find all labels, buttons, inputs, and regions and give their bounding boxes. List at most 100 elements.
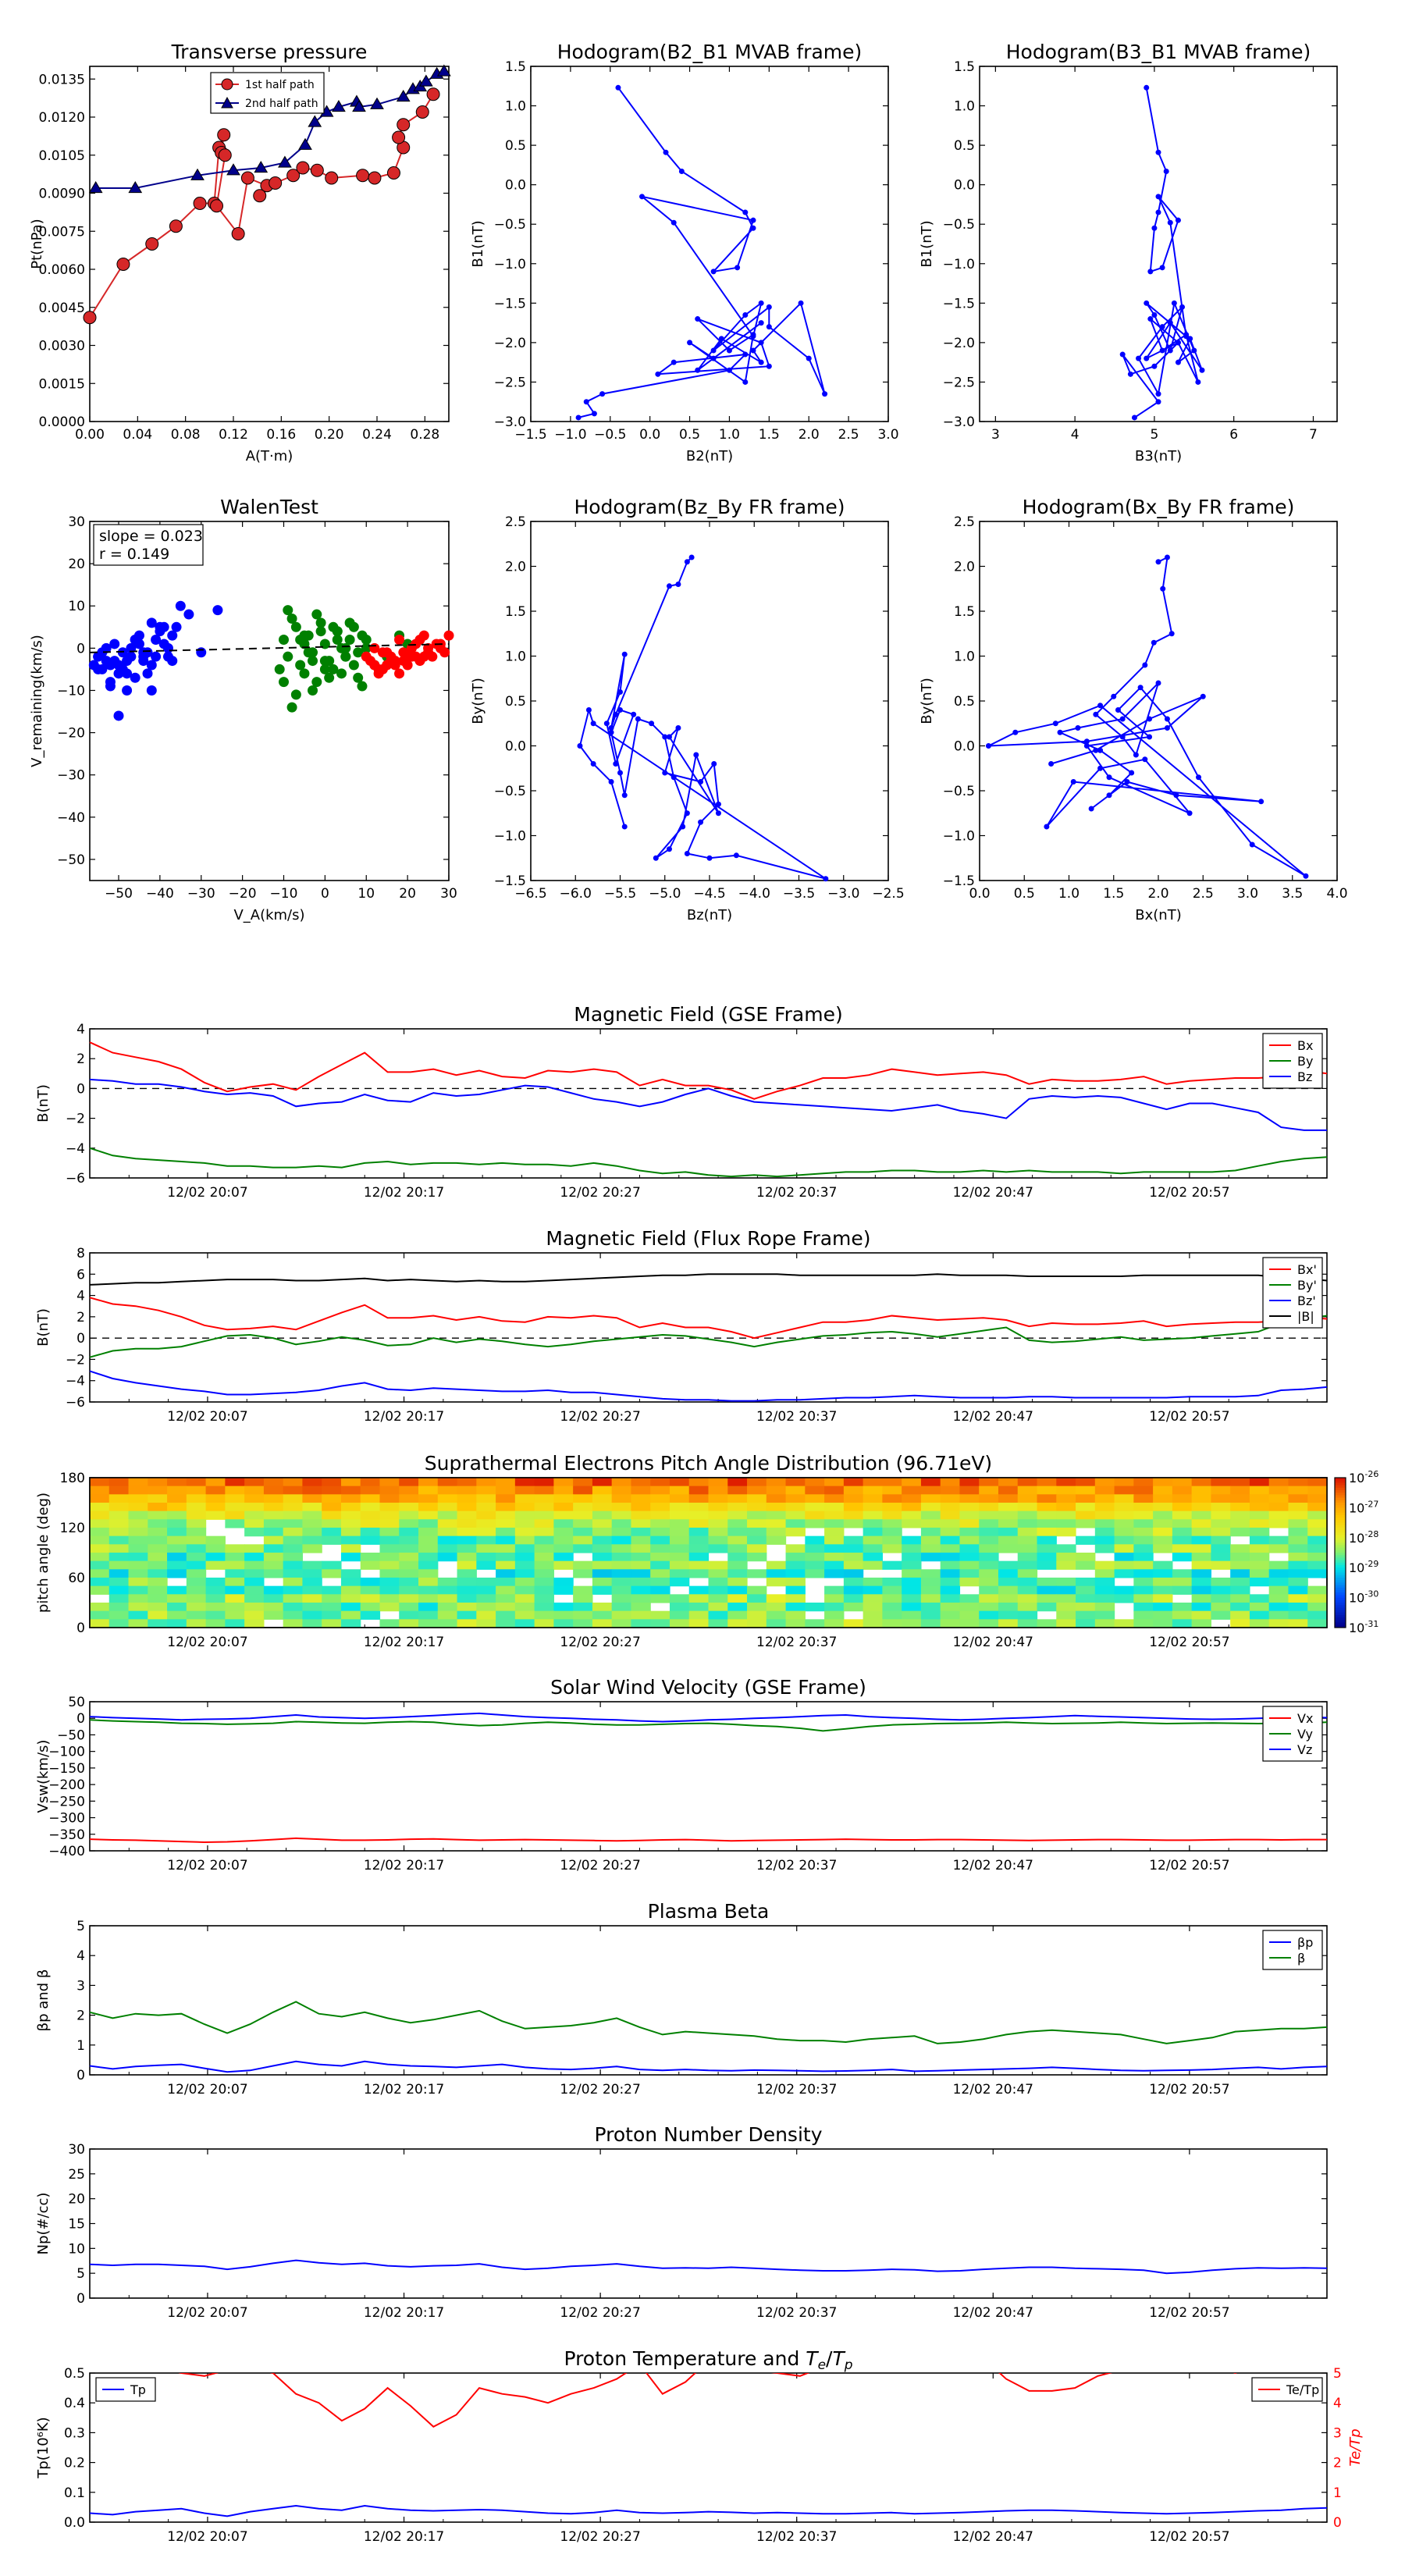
heatmap-cell xyxy=(225,1603,245,1612)
heatmap-cell xyxy=(399,1560,419,1570)
heatmap-cell xyxy=(1153,1585,1173,1595)
colorbar-cell xyxy=(1335,1542,1346,1546)
colorbar-cell xyxy=(1335,1578,1346,1581)
data-point xyxy=(1168,631,1175,637)
heatmap-cell xyxy=(863,1478,883,1487)
data-point xyxy=(823,876,829,882)
data-point xyxy=(1191,347,1197,354)
heatmap-cell xyxy=(805,1544,825,1553)
heatmap-cell xyxy=(244,1569,265,1578)
heatmap-cell xyxy=(592,1619,613,1628)
data-point xyxy=(299,668,310,679)
heatmap-cell xyxy=(340,1578,361,1587)
heatmap-cell xyxy=(1249,1619,1270,1628)
heatmap-cell xyxy=(108,1503,130,1512)
heatmap-cell xyxy=(457,1553,477,1562)
heatmap-cell xyxy=(148,1553,168,1562)
data-point xyxy=(1052,720,1058,727)
data-point xyxy=(226,163,240,176)
heatmap-cell xyxy=(650,1528,670,1537)
heatmap-cell xyxy=(785,1560,806,1570)
heatmap-cell xyxy=(669,1553,690,1562)
y-tick-label: 0.3 xyxy=(64,2425,85,2441)
data-point xyxy=(1173,792,1179,799)
heatmap-cell xyxy=(244,1603,265,1612)
heatmap-cell xyxy=(863,1619,883,1628)
heatmap-cell xyxy=(437,1494,458,1503)
heatmap-cell xyxy=(631,1578,651,1587)
heatmap-cell xyxy=(379,1494,400,1503)
heatmap-cell xyxy=(747,1585,767,1595)
heatmap-cell xyxy=(1249,1569,1270,1578)
heatmap-cell xyxy=(496,1485,516,1495)
heatmap-cell xyxy=(611,1519,632,1528)
heatmap-cell xyxy=(1037,1494,1057,1503)
heatmap-cell xyxy=(573,1594,593,1603)
heatmap-cell xyxy=(1133,1603,1154,1612)
x-tick-label: 12/02 20:37 xyxy=(756,2305,837,2321)
heatmap-cell xyxy=(418,1535,439,1545)
heatmap-cell xyxy=(920,1544,941,1553)
plot-area xyxy=(89,2148,1328,2299)
y-tick-label: 0 xyxy=(76,1621,85,1636)
heatmap-cell xyxy=(592,1560,613,1570)
heatmap-cell xyxy=(1268,1603,1289,1612)
heatmap-cell xyxy=(998,1485,1019,1495)
plot-area xyxy=(89,1925,1328,2076)
heatmap-cell xyxy=(186,1528,207,1537)
y-tick-label: 0.0075 xyxy=(39,224,85,240)
heatmap-cell xyxy=(1094,1560,1115,1570)
heatmap-cell xyxy=(631,1619,651,1628)
heatmap-cell xyxy=(669,1503,690,1512)
heatmap-cell xyxy=(785,1478,806,1487)
heatmap-cell xyxy=(669,1560,690,1570)
y-tick-label: 50 xyxy=(68,1695,85,1710)
heatmap-cell xyxy=(399,1535,419,1545)
heatmap-cell xyxy=(920,1585,941,1595)
heatmap-cell xyxy=(1056,1553,1076,1562)
heatmap-cell xyxy=(785,1553,806,1562)
heatmap-cell xyxy=(1288,1494,1308,1503)
heatmap-cell xyxy=(1307,1494,1328,1503)
heatmap-cell xyxy=(1056,1594,1076,1603)
heatmap-cell xyxy=(476,1494,496,1503)
heatmap-cell xyxy=(496,1544,516,1553)
heatmap-cell xyxy=(882,1485,902,1495)
data-point xyxy=(218,148,232,162)
heatmap-cell xyxy=(959,1535,980,1545)
heatmap-cell xyxy=(708,1569,728,1578)
x-tick-label: −30 xyxy=(187,886,215,902)
heatmap-cell xyxy=(514,1510,535,1520)
data-point xyxy=(290,689,301,700)
legend-marker xyxy=(221,96,233,109)
heatmap-cell xyxy=(108,1585,130,1595)
heatmap-cell xyxy=(1017,1478,1038,1487)
data-point xyxy=(1133,752,1139,758)
chart-hodo_bzby: Hodogram(Bz_By FR frame)−1.5−1.0−0.50.00… xyxy=(470,496,905,923)
y-tick-label: −150 xyxy=(48,1761,85,1777)
heatmap-cell xyxy=(167,1485,187,1495)
colorbar-cell xyxy=(1335,1620,1346,1624)
heatmap-cell xyxy=(824,1603,845,1612)
heatmap-cell xyxy=(631,1503,651,1512)
heatmap-cell xyxy=(90,1603,110,1612)
heatmap-cell xyxy=(766,1510,787,1520)
data-point xyxy=(693,752,699,758)
data-point xyxy=(171,621,182,632)
chart-tp_temp: Proton Temperature and Te/Tp0.00.10.20.3… xyxy=(35,2347,1364,2545)
heatmap-cell xyxy=(959,1560,980,1570)
heatmap-cell xyxy=(1307,1519,1328,1528)
heatmap-cell xyxy=(1230,1478,1250,1487)
heatmap-cell xyxy=(1288,1528,1308,1537)
heatmap-cell xyxy=(263,1585,284,1595)
heatmap-cell xyxy=(1307,1585,1328,1595)
heatmap-cell xyxy=(128,1560,148,1570)
heatmap-cell xyxy=(167,1494,187,1503)
y-tick-label: 0.5 xyxy=(954,138,975,154)
colorbar-cell xyxy=(1335,1610,1346,1614)
data-point xyxy=(122,668,133,679)
heatmap-cell xyxy=(1268,1485,1289,1495)
y-right-axis-label: Te/Tp xyxy=(1347,2428,1364,2466)
y-axis-label: B(nT) xyxy=(35,1308,52,1347)
x-tick-label: 12/02 20:27 xyxy=(560,2082,640,2097)
